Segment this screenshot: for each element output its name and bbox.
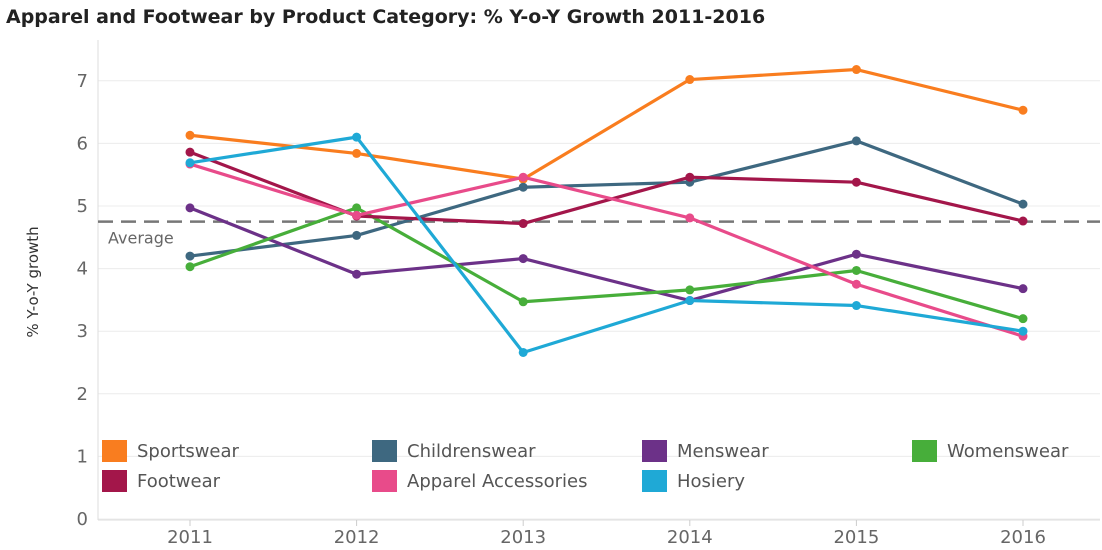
y-tick-label: 6	[77, 133, 88, 154]
series-line-footwear	[188, 150, 1025, 226]
data-point-apparel-accessories	[352, 210, 362, 220]
data-point-childrenswear	[185, 251, 195, 261]
data-point-apparel-accessories	[685, 213, 695, 223]
legend-swatch-menswear	[642, 440, 667, 462]
data-point-sportswear	[1018, 105, 1028, 115]
grid-lines	[98, 80, 1100, 520]
data-point-womenswear	[851, 265, 861, 275]
data-point-hosiery	[352, 132, 362, 142]
x-tick-label: 2013	[500, 527, 546, 548]
data-point-footwear	[518, 219, 528, 229]
data-point-apparel-accessories	[518, 172, 528, 182]
x-tick-label: 2016	[1000, 527, 1046, 548]
data-point-childrenswear	[1018, 199, 1028, 209]
data-point-womenswear	[518, 297, 528, 307]
data-point-womenswear	[1018, 314, 1028, 324]
x-tick-label: 2012	[334, 527, 380, 548]
series-line-sportswear	[188, 67, 1025, 181]
series-line-hosiery	[188, 135, 1025, 355]
data-point-footwear	[185, 147, 195, 157]
legend-label-footwear: Footwear	[137, 471, 221, 492]
series-group	[185, 65, 1028, 357]
series-line-menswear	[188, 206, 1025, 303]
data-point-hosiery	[1018, 326, 1028, 336]
data-point-womenswear	[685, 285, 695, 295]
y-tick-label: 3	[77, 321, 88, 342]
y-tick-label: 1	[77, 446, 88, 467]
y-tick-label: 7	[77, 71, 88, 92]
y-tick-label: 4	[77, 259, 88, 280]
legend-swatch-hosiery	[642, 470, 667, 492]
data-point-womenswear	[185, 262, 195, 272]
data-point-hosiery	[685, 296, 695, 306]
data-point-hosiery	[851, 301, 861, 311]
data-point-sportswear	[185, 130, 195, 140]
data-point-menswear	[1018, 284, 1028, 294]
data-point-menswear	[518, 254, 528, 264]
chart-title: Apparel and Footwear by Product Category…	[6, 6, 766, 28]
legend-label-hosiery: Hosiery	[677, 471, 745, 492]
average-label: Average	[108, 229, 174, 248]
legend: Sportswear Childrenswear Menswear Womenswea…	[102, 440, 1069, 492]
series-line-childrenswear	[188, 139, 1025, 258]
data-point-childrenswear	[851, 136, 861, 146]
legend-swatch-apparel-accessories	[372, 470, 397, 492]
legend-swatch-womenswear	[912, 440, 937, 462]
series-line-womenswear	[188, 206, 1025, 321]
y-tick-label: 2	[77, 384, 88, 405]
axes: 0 1 2 3 4 5 6 7 2011 2012 2013 2014 2015 2016 % Y-o-Y …	[24, 40, 1100, 548]
legend-swatch-footwear	[102, 470, 127, 492]
data-point-menswear	[185, 203, 195, 213]
data-point-sportswear	[685, 75, 695, 85]
average-reference: Average	[98, 220, 1100, 248]
data-point-menswear	[851, 249, 861, 259]
legend-label-sportswear: Sportswear	[137, 441, 240, 462]
legend-label-menswear: Menswear	[677, 441, 769, 462]
data-point-childrenswear	[352, 230, 362, 240]
legend-label-apparel-accessories: Apparel Accessories	[407, 471, 587, 492]
data-point-apparel-accessories	[851, 279, 861, 289]
data-point-footwear	[685, 172, 695, 182]
series-line-apparel-accessories	[188, 162, 1025, 338]
data-point-footwear	[1018, 216, 1028, 226]
data-point-sportswear	[851, 65, 861, 75]
y-axis-title: % Y-o-Y growth	[24, 226, 42, 337]
data-point-menswear	[352, 269, 362, 279]
x-tick-label: 2014	[667, 527, 713, 548]
legend-label-womenswear: Womenswear	[947, 441, 1069, 462]
data-point-hosiery	[185, 158, 195, 168]
x-tick-label: 2015	[833, 527, 879, 548]
data-point-childrenswear	[518, 182, 528, 192]
legend-swatch-childrenswear	[372, 440, 397, 462]
legend-label-childrenswear: Childrenswear	[407, 441, 536, 462]
legend-swatch-sportswear	[102, 440, 127, 462]
data-point-womenswear	[352, 203, 362, 213]
data-point-hosiery	[518, 347, 528, 357]
x-tick-label: 2011	[167, 527, 213, 548]
data-point-footwear	[851, 177, 861, 187]
y-tick-label: 0	[77, 509, 88, 530]
y-tick-label: 5	[77, 196, 88, 217]
data-point-sportswear	[352, 148, 362, 158]
